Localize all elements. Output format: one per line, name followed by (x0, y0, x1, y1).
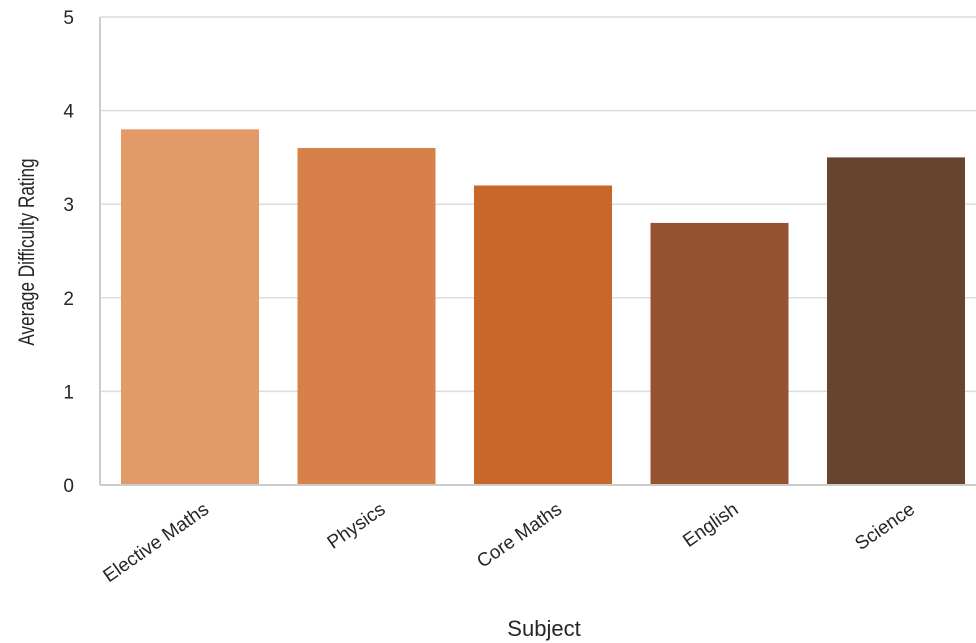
x-tick-label: Physics (324, 499, 390, 554)
bar (297, 148, 436, 486)
x-tick-label: Core Maths (473, 499, 565, 573)
axes (99, 17, 976, 486)
bar (121, 129, 259, 485)
bar (827, 157, 965, 485)
x-axis-title: Subject (507, 616, 580, 641)
y-tick-label: 1 (63, 382, 74, 403)
y-axis-title: Average Difficulty Rating (15, 158, 40, 345)
y-tick-labels: 0 1 2 3 4 5 (63, 8, 74, 497)
y-tick-label: 0 (63, 476, 74, 497)
x-tick-label: Elective Maths (100, 499, 213, 587)
bar (650, 222, 789, 486)
x-tick-label: English (679, 499, 742, 552)
y-tick-label: 2 (63, 289, 74, 310)
x-tick-labels: Elective Maths Physics Core Maths English Sc… (100, 499, 919, 587)
y-tick-label: 4 (63, 102, 74, 123)
y-tick-label: 3 (63, 195, 74, 216)
x-tick-label: Science (851, 499, 918, 555)
y-tick-label: 5 (63, 8, 74, 29)
bar (474, 185, 612, 486)
bars (121, 129, 965, 486)
